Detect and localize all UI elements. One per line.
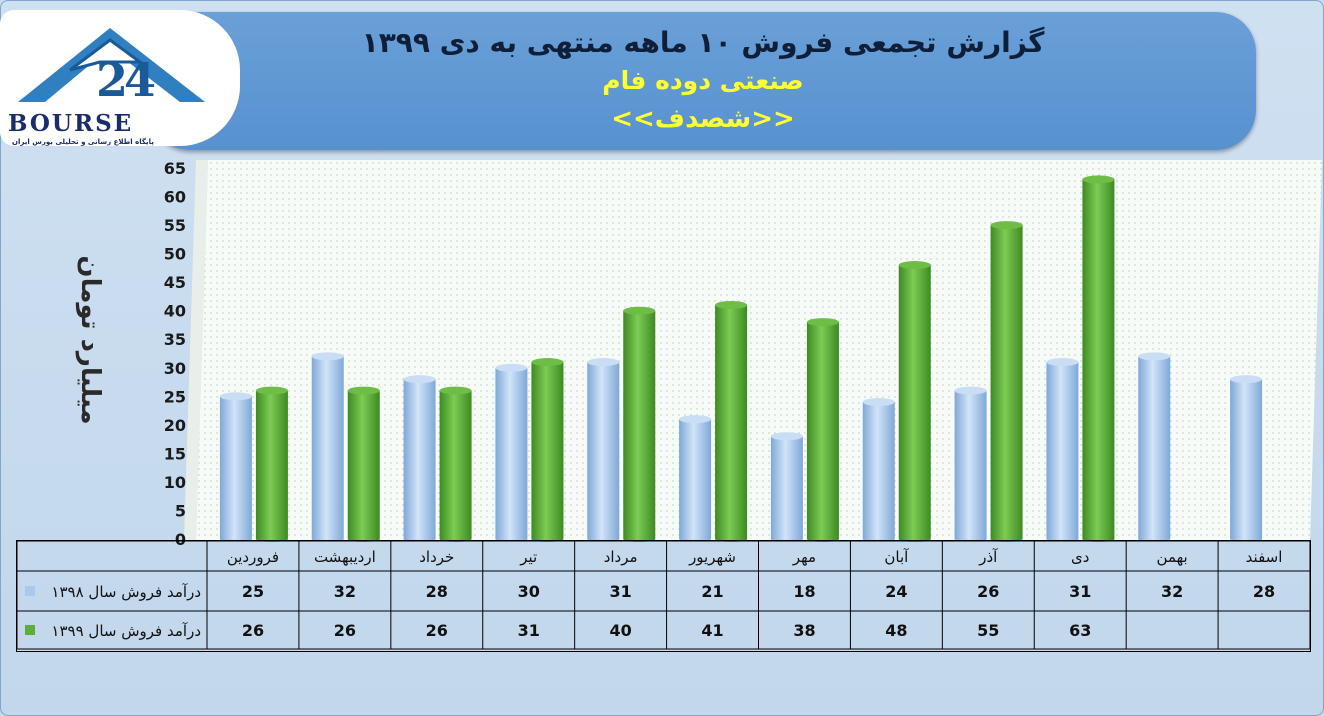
data-label: 28 <box>426 582 448 601</box>
x-tick-label: اسفند <box>1246 548 1283 566</box>
ticker-symbol: <<شصدف>> <box>611 104 795 134</box>
data-label: 38 <box>793 621 815 640</box>
bourse24-logo: 2 4 BOURSE پایگاه اطلاع رسانی و تحلیلی ب… <box>0 10 240 146</box>
bar-1399 <box>531 358 564 542</box>
x-tick-label: آذر <box>978 548 998 566</box>
bar-1399 <box>990 221 1023 542</box>
data-label: 24 <box>885 582 907 601</box>
y-tick-label: 50 <box>164 245 186 264</box>
y-axis: 0 5 10 15 20 25 30 35 40 45 50 55 60 65 <box>164 159 186 549</box>
data-label: 41 <box>701 621 723 640</box>
bar-1398 <box>954 386 987 542</box>
y-tick-label: 15 <box>164 444 186 463</box>
plot-back-wall <box>196 160 1322 540</box>
legend-entry: درآمد فروش سال ۱۳۹۹ <box>51 622 201 640</box>
data-label: 18 <box>793 582 815 601</box>
y-tick-label: 20 <box>164 416 186 435</box>
data-label: 48 <box>885 621 907 640</box>
x-tick-label: مهر <box>792 548 816 566</box>
bar-1399 <box>1082 175 1115 542</box>
x-tick-label: تیر <box>519 548 537 566</box>
logo-tagline: پایگاه اطلاع رسانی و تحلیلی بورس ایران <box>12 138 154 146</box>
data-label: 21 <box>701 582 723 601</box>
bar-1398 <box>1138 352 1171 542</box>
bar-1399 <box>347 386 380 542</box>
y-tick-label: 45 <box>164 273 186 292</box>
data-label: 30 <box>518 582 540 601</box>
bar-1398 <box>495 363 528 542</box>
y-tick-label: 65 <box>164 159 186 178</box>
bar-1398 <box>679 415 712 542</box>
bar-1398 <box>587 358 620 542</box>
data-label: 26 <box>426 621 448 640</box>
bars <box>219 175 1263 542</box>
title-banner: گزارش تجمعی فروش ۱۰ ماهه منتهی به دی ۱۳۹… <box>150 12 1256 150</box>
y-tick-label: 30 <box>164 359 186 378</box>
bar-1399 <box>806 318 839 542</box>
data-table: فروردین اردیبهشت خرداد تیر مرداد شهریور مهر آبا… <box>16 540 1311 652</box>
data-label: 32 <box>1161 582 1183 601</box>
y-tick-label: 55 <box>164 216 186 235</box>
x-tick-label: بهمن <box>1157 548 1188 566</box>
data-label: 63 <box>1069 621 1091 640</box>
x-tick-label: آبان <box>884 548 909 566</box>
x-tick-label: مرداد <box>604 548 638 566</box>
data-label: 31 <box>1069 582 1091 601</box>
bar-1399 <box>439 386 472 542</box>
bar-1398 <box>1230 375 1263 542</box>
data-label: 26 <box>242 621 264 640</box>
bar-1398 <box>219 392 252 542</box>
data-label: 55 <box>977 621 999 640</box>
chart-title: گزارش تجمعی فروش ۱۰ ماهه منتهی به دی ۱۳۹… <box>361 26 1045 59</box>
y-tick-label: 10 <box>164 473 186 492</box>
y-tick-label: 60 <box>164 188 186 207</box>
y-tick-label: 25 <box>164 387 186 406</box>
bar-1398 <box>1046 358 1079 542</box>
y-axis-label: میلیارد تومان <box>75 255 105 424</box>
data-label: 32 <box>334 582 356 601</box>
legend-swatch <box>25 625 35 635</box>
bar-1399 <box>255 386 288 542</box>
x-tick-label: فروردین <box>227 548 279 566</box>
data-label: 28 <box>1253 582 1275 601</box>
y-tick-label: 0 <box>175 530 186 549</box>
bar-1399 <box>898 261 931 542</box>
bar-1398 <box>862 398 895 542</box>
bar-1399 <box>623 306 656 542</box>
data-label: 26 <box>334 621 356 640</box>
bar-1398 <box>403 375 436 542</box>
x-tick-label: دی <box>1071 548 1089 566</box>
x-tick-label: خرداد <box>419 548 454 566</box>
y-tick-label: 5 <box>175 501 186 520</box>
x-tick-label: اردیبهشت <box>314 548 376 566</box>
data-label: 40 <box>609 621 631 640</box>
legend-swatch <box>25 586 35 596</box>
y-tick-label: 40 <box>164 302 186 321</box>
x-tick-label: شهریور <box>688 548 736 566</box>
data-label: 26 <box>977 582 999 601</box>
y-tick-label: 35 <box>164 330 186 349</box>
bar-1398 <box>311 352 344 542</box>
company-name: صنعتی دوده فام <box>602 66 804 95</box>
bar-1399 <box>715 300 748 542</box>
legend-entry: درآمد فروش سال ۱۳۹۸ <box>51 583 201 601</box>
svg-text:2: 2 <box>96 53 128 107</box>
svg-text:4: 4 <box>124 53 156 107</box>
data-label: 31 <box>518 621 540 640</box>
data-label: 31 <box>609 582 631 601</box>
logo-mark-icon: 2 4 <box>18 28 205 107</box>
plot-side-wall <box>184 160 208 540</box>
logo-word: BOURSE <box>8 110 134 137</box>
data-label: 25 <box>242 582 264 601</box>
bar-1398 <box>770 432 803 542</box>
